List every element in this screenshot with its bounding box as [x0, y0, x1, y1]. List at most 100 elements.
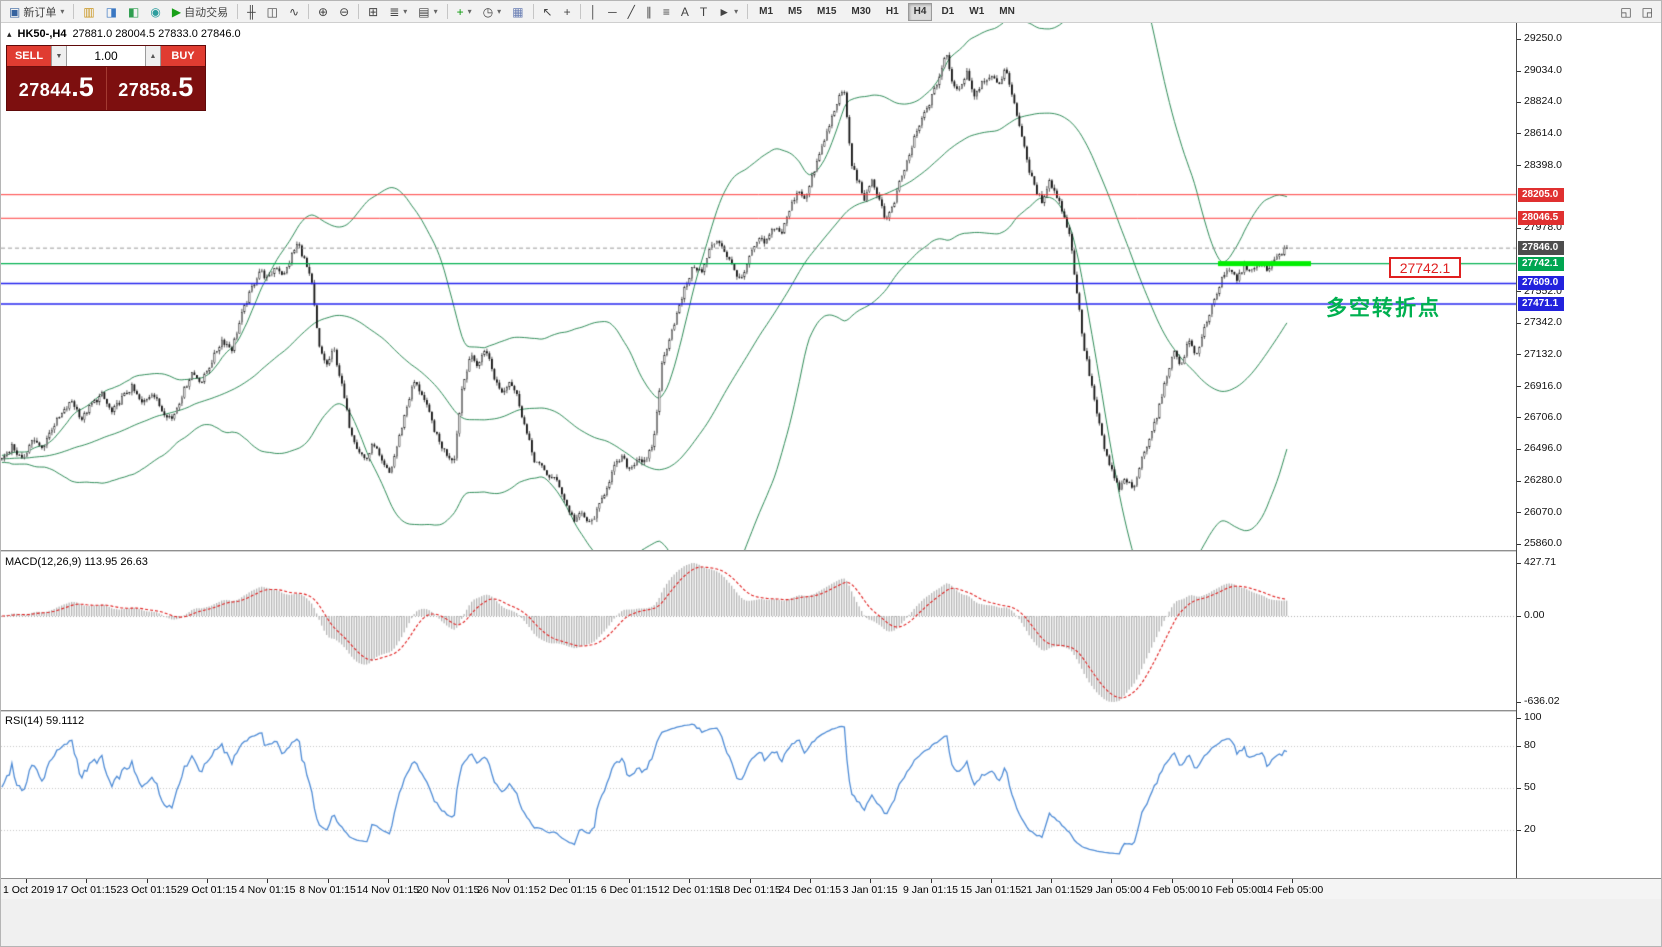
- zoom-out-icon: ⊖: [339, 4, 350, 19]
- buy-price[interactable]: 27858.5: [107, 67, 206, 110]
- vertical-line-button[interactable]: │: [585, 2, 603, 21]
- rsi-pane-canvas[interactable]: [1, 712, 1516, 878]
- tile-windows-button[interactable]: ⊞: [363, 2, 383, 21]
- add-indicator-icon: +: [456, 4, 464, 19]
- axis-tick: [1517, 101, 1521, 103]
- axis-tick: [1517, 717, 1521, 719]
- price-axis-label: 29250.0: [1524, 32, 1562, 44]
- channel-icon: ∥: [645, 4, 652, 19]
- profiles-icon: ◨: [105, 4, 118, 19]
- timeframe-h1-button[interactable]: H1: [885, 6, 899, 17]
- new-order-button[interactable]: ▣ 新订单 ▾: [4, 2, 69, 21]
- turning-point-note[interactable]: 多空转折点: [1326, 297, 1441, 320]
- main-chart-canvas[interactable]: [1, 23, 1516, 550]
- price-level-badge: 27742.1: [1518, 256, 1564, 271]
- chart-window-button[interactable]: ◱: [1615, 2, 1636, 21]
- cursor-button[interactable]: ↖: [538, 2, 558, 21]
- volume-up-stepper[interactable]: ▲: [145, 46, 161, 66]
- timeframe-h4-button[interactable]: H4: [907, 2, 933, 21]
- time-axis-tick: [1171, 879, 1173, 883]
- horizontal-line-icon: ─: [608, 4, 617, 19]
- bar-chart-type-button[interactable]: ╫: [242, 2, 261, 21]
- templates-icon: ▤: [418, 4, 430, 19]
- autotrading-label: 自动交易: [184, 6, 229, 19]
- time-axis-tick: [508, 879, 510, 883]
- indicators-button[interactable]: ≣ ▾: [384, 2, 412, 21]
- chart-image-icon: ▦: [512, 4, 524, 19]
- price-axis-label: 28614.0: [1524, 126, 1562, 139]
- chart-image-button[interactable]: ▦: [507, 2, 528, 21]
- templates-button[interactable]: ▤ ▾: [413, 2, 442, 21]
- time-axis-tick: [267, 879, 269, 883]
- sell-button[interactable]: SELL: [7, 46, 51, 66]
- profiles-button[interactable]: ◨: [101, 2, 122, 21]
- arrows-button[interactable]: ► ▾: [713, 2, 743, 21]
- macd-pane-canvas[interactable]: [1, 552, 1516, 710]
- timeframe-m5-button[interactable]: M5: [788, 6, 802, 17]
- time-axis-tick: [327, 879, 329, 883]
- text-label-button[interactable]: T: [695, 2, 712, 21]
- chart-shift-icon: ◲: [1641, 4, 1653, 19]
- trendline-button[interactable]: ╱: [623, 2, 640, 21]
- period-button[interactable]: ◷ ▾: [478, 2, 507, 21]
- volume-down-stepper[interactable]: ▼: [51, 46, 67, 66]
- buy-button[interactable]: BUY: [161, 46, 205, 66]
- symbol-title: HK50-,H4: [17, 28, 67, 40]
- market-watch-button[interactable]: ◧: [123, 2, 144, 21]
- time-axis-tick: [1111, 879, 1113, 883]
- zoom-out-button[interactable]: ⊖: [334, 2, 354, 21]
- autotrading-button[interactable]: ▶ 自动交易: [167, 2, 233, 21]
- time-axis-tick: [387, 879, 389, 883]
- timeframe-mn-button[interactable]: MN: [999, 6, 1015, 17]
- text-button[interactable]: A: [676, 2, 694, 21]
- timeframe-w1-button[interactable]: W1: [969, 6, 985, 17]
- navigator-button[interactable]: ◉: [145, 2, 165, 21]
- timeframe-m30-button[interactable]: M30: [851, 6, 871, 17]
- toolbar-separator: [237, 4, 239, 19]
- price-axis-label: 28398.0: [1524, 158, 1562, 171]
- timeframe-m15-button[interactable]: M15: [816, 6, 837, 17]
- axis-tick: [1517, 615, 1521, 617]
- sell-price[interactable]: 27844.5: [7, 67, 107, 110]
- zoom-in-button[interactable]: ⊕: [313, 2, 333, 21]
- vertical-line-icon: │: [589, 4, 598, 19]
- one-click-collapse-icon[interactable]: ▴: [7, 28, 12, 39]
- volume-input[interactable]: 1.00: [67, 46, 145, 66]
- ohlc-readout: 27881.0 28004.5 27833.0 27846.0: [72, 28, 241, 40]
- price-callout-box[interactable]: 27742.1: [1389, 257, 1461, 278]
- timeframe-m1-button[interactable]: M1: [759, 6, 774, 17]
- toolbar-separator: [446, 4, 448, 19]
- candlestick-chart-type-button[interactable]: ◫: [262, 2, 283, 21]
- price-axis-label: 26496.0: [1524, 442, 1562, 455]
- text-label-icon: T: [699, 4, 708, 19]
- time-axis-label: 14 Nov 01:15: [356, 884, 420, 896]
- fibonacci-button[interactable]: ≡: [658, 2, 675, 21]
- horizontal-line-button[interactable]: ─: [603, 2, 622, 21]
- time-axis[interactable]: 1 Oct 2019 17 Oct 01:15 23 Oct 01:15 29 Oct…: [1, 878, 1661, 899]
- crosshair-button[interactable]: +: [559, 2, 576, 21]
- pane-separator[interactable]: [1, 710, 1661, 712]
- buy-price-frac: .5: [170, 72, 194, 102]
- add-indicator-button[interactable]: + ▾: [452, 2, 477, 21]
- axis-tick: [1517, 787, 1521, 789]
- time-axis-tick: [930, 879, 932, 883]
- candlestick-chart-type-icon: ◫: [266, 4, 278, 19]
- timeframe-d1-button[interactable]: D1: [941, 6, 955, 17]
- chart-shift-button[interactable]: ◲: [1637, 2, 1658, 21]
- toolbar-separator: [358, 4, 360, 19]
- text-icon: A: [680, 4, 689, 19]
- market-watch-icon: ◧: [128, 4, 140, 19]
- price-axis-label: 27132.0: [1524, 347, 1562, 360]
- time-axis-tick: [448, 879, 450, 883]
- rsi-axis-label: 100: [1524, 711, 1542, 723]
- navigator-icon: ◉: [150, 4, 161, 19]
- price-axis[interactable]: 29250.0 29034.0 28824.0 28614.0 28398.0 27978…: [1516, 23, 1661, 878]
- axis-tick: [1517, 512, 1521, 514]
- time-axis-label: 15 Jan 01:15: [960, 884, 1022, 896]
- time-axis-tick: [206, 879, 208, 883]
- new-chart-button[interactable]: ▥: [78, 2, 99, 21]
- channel-button[interactable]: ∥: [641, 2, 657, 21]
- line-chart-type-button[interactable]: ∿: [284, 2, 304, 21]
- pane-separator[interactable]: [1, 550, 1661, 552]
